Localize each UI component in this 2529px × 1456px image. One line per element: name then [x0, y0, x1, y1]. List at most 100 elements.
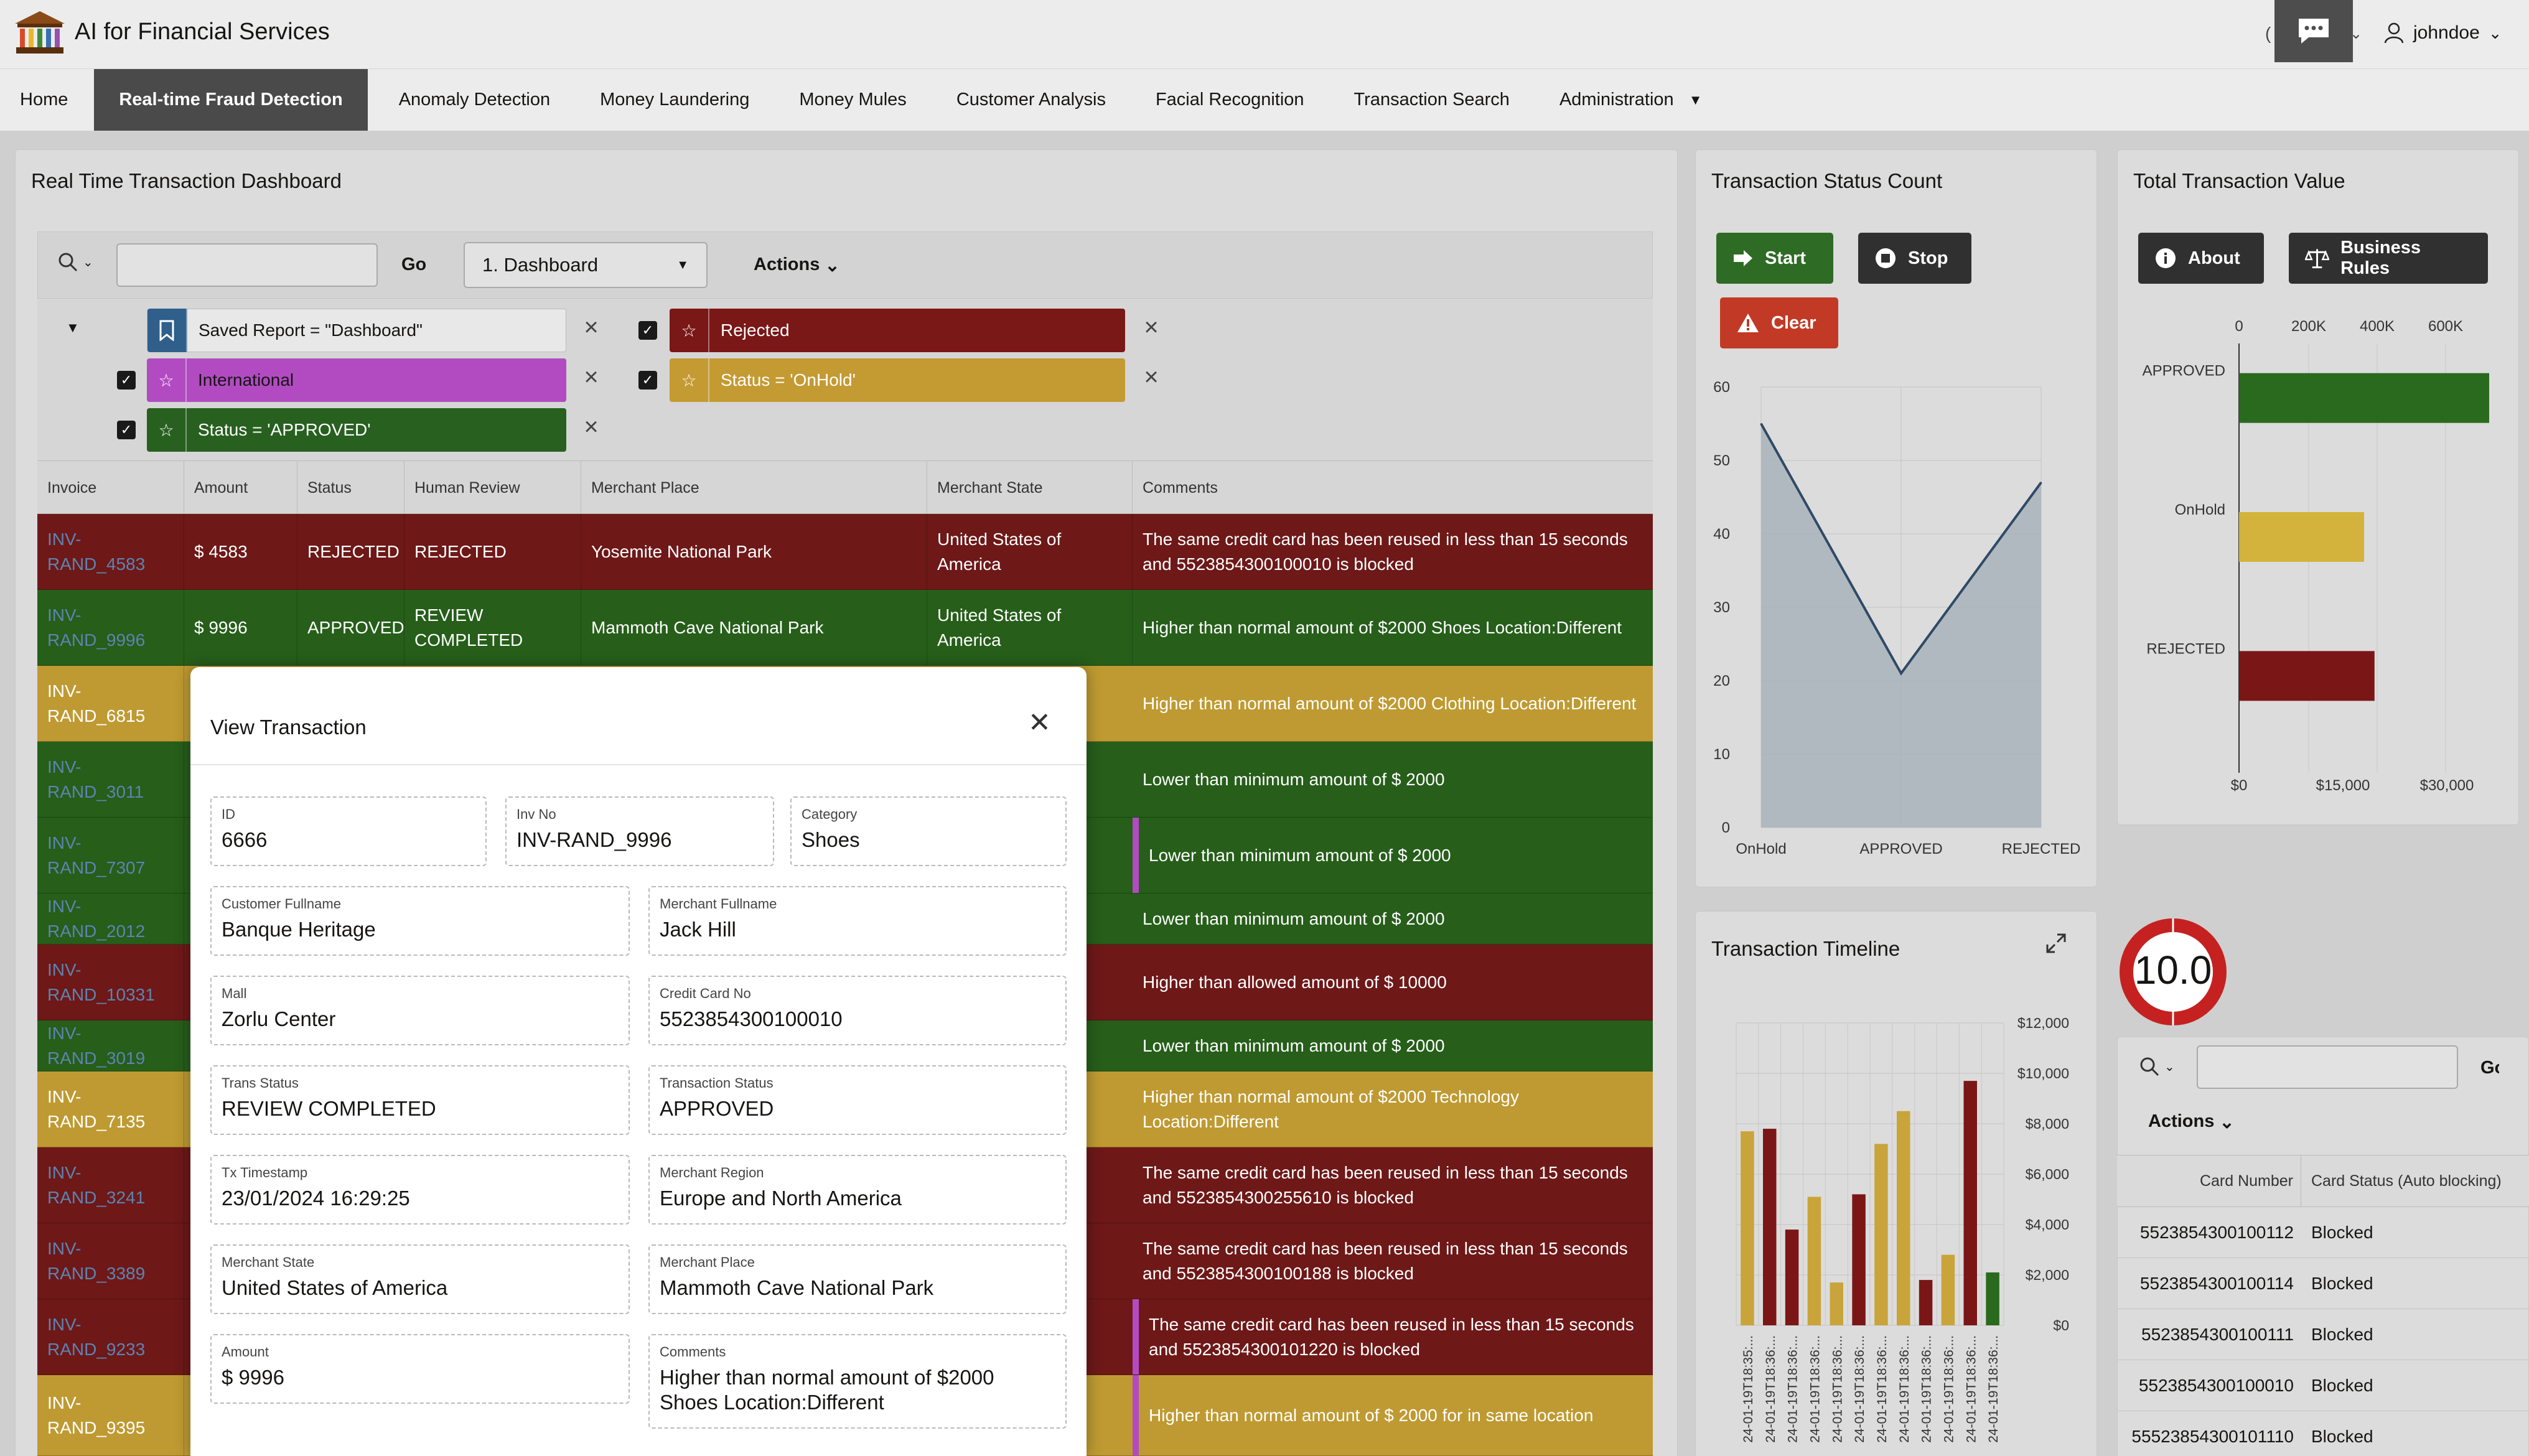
chat-button[interactable] — [2274, 0, 2353, 62]
cards-table-body: 5523854300100112 Blocked 552385430010011… — [2117, 1207, 2529, 1456]
table-row[interactable]: 55523854300101110 Blocked — [2117, 1411, 2529, 1456]
invoice-link[interactable]: INV-RAND_7135 — [37, 1071, 184, 1147]
id-field[interactable]: ID 6666 — [210, 796, 487, 866]
go-button[interactable]: Go — [2480, 1058, 2499, 1078]
table-row[interactable]: 5523854300100114 Blocked — [2117, 1258, 2529, 1309]
filter-checkbox[interactable]: ✓ — [638, 321, 657, 340]
x-tick-label-top: 400K — [2360, 318, 2395, 335]
transaction-status-field[interactable]: Transaction Status APPROVED — [648, 1065, 1067, 1135]
merchant-state-field[interactable]: Merchant State United States of America — [210, 1244, 630, 1314]
filter-saved-report[interactable]: Saved Report = "Dashboard" — [147, 309, 566, 352]
table-row[interactable]: 5523854300100010 Blocked — [2117, 1360, 2529, 1411]
invoice-link[interactable]: INV-RAND_3011 — [37, 742, 184, 817]
search-column-button[interactable]: ⌄ — [57, 251, 93, 273]
tx-timestamp-field[interactable]: Tx Timestamp 23/01/2024 16:29:25 — [210, 1155, 630, 1225]
clear-button[interactable]: Clear — [1720, 297, 1838, 348]
filter-onhold[interactable]: ☆ Status = 'OnHold' — [670, 358, 1125, 402]
inv-no-field[interactable]: Inv No INV-RAND_9996 — [505, 796, 774, 866]
chevron-down-icon[interactable]: ⌄ — [2350, 26, 2363, 42]
invoice-link[interactable]: INV-RAND_9996 — [37, 590, 184, 665]
merchant-fullname-field[interactable]: Merchant Fullname Jack Hill — [648, 886, 1067, 956]
column-header[interactable]: Card Status (Auto blocking) — [2311, 1172, 2502, 1190]
column-header[interactable]: Merchant Place — [581, 461, 927, 515]
trans-status-field[interactable]: Trans Status REVIEW COMPLETED — [210, 1065, 630, 1135]
y-tick-label: $4,000 — [2026, 1216, 2069, 1233]
filter-checkbox[interactable]: ✓ — [117, 371, 136, 390]
column-header[interactable]: Status — [297, 461, 404, 515]
column-header[interactable]: Human Review — [404, 461, 581, 515]
comments-field[interactable]: Comments Higher than normal amount of $20… — [648, 1334, 1067, 1429]
card-status: Blocked — [2311, 1427, 2373, 1446]
merchant-region-field[interactable]: Merchant Region Europe and North America — [648, 1155, 1067, 1225]
nav-transaction-search[interactable]: Transaction Search — [1353, 90, 1510, 110]
expand-icon[interactable] — [2045, 932, 2067, 958]
search-column-button[interactable]: ⌄ — [2138, 1055, 2175, 1078]
start-label: Start — [1765, 248, 1807, 268]
actions-menu-button[interactable]: Actions ⌄ — [754, 254, 840, 276]
table-row[interactable]: INV-RAND_9996 $ 9996 APPROVED REVIEW COM… — [37, 590, 1653, 666]
column-header[interactable]: Amount — [184, 461, 297, 515]
stop-button[interactable]: Stop — [1858, 233, 1971, 284]
field-label: Tx Timestamp — [222, 1165, 308, 1180]
invoice-link[interactable]: INV-RAND_3019 — [37, 1020, 184, 1071]
nav-home[interactable]: Home — [20, 90, 68, 110]
invoice-link[interactable]: INV-RAND_3389 — [37, 1223, 184, 1299]
y-tick-label: 10 — [1713, 746, 1730, 763]
amount-field[interactable]: Amount $ 9996 — [210, 1334, 630, 1404]
nav-facial-recognition[interactable]: Facial Recognition — [1155, 90, 1304, 110]
business-rules-label: Business Rules — [2340, 238, 2421, 278]
merchant-place-field[interactable]: Merchant Place Mammoth Cave National Park — [648, 1244, 1067, 1314]
invoice-link[interactable]: INV-RAND_10331 — [37, 945, 184, 1020]
invoice-link[interactable]: INV-RAND_9395 — [37, 1375, 184, 1455]
nav-anomaly-detection[interactable]: Anomaly Detection — [398, 90, 551, 110]
invoice-link[interactable]: INV-RAND_6815 — [37, 666, 184, 741]
column-header[interactable]: Invoice — [37, 461, 184, 515]
filter-checkbox[interactable]: ✓ — [638, 371, 657, 390]
user-menu[interactable]: johndoe ⌄ — [2383, 16, 2502, 50]
business-rules-button[interactable]: Business Rules — [2289, 233, 2488, 284]
filter-checkbox[interactable]: ✓ — [117, 421, 136, 439]
cards-search-input[interactable] — [2197, 1045, 2458, 1089]
field-label: Merchant Region — [660, 1165, 764, 1180]
mall-field[interactable]: Mall Zorlu Center — [210, 976, 630, 1045]
x-tick-label: 24-01-19T18:36:... — [1942, 1335, 1956, 1443]
nav-administration[interactable]: Administration ▼ — [1535, 69, 1727, 131]
column-header[interactable]: Comments — [1143, 478, 1218, 497]
invoice-link[interactable]: INV-RAND_2012 — [37, 894, 184, 944]
invoice-link[interactable]: INV-RAND_9233 — [37, 1299, 184, 1374]
remove-filter-icon[interactable]: × — [584, 314, 599, 341]
customer-fullname-field[interactable]: Customer Fullname Banque Heritage — [210, 886, 630, 956]
nav-customer-analysis[interactable]: Customer Analysis — [956, 90, 1106, 110]
remove-filter-icon[interactable]: × — [584, 363, 599, 391]
table-row[interactable]: 5523854300100112 Blocked — [2117, 1207, 2529, 1258]
table-row[interactable]: INV-RAND_4583 $ 4583 REJECTED REJECTED Y… — [37, 514, 1653, 590]
collapse-filters-icon[interactable]: ▼ — [66, 320, 80, 335]
remove-filter-icon[interactable]: × — [1144, 314, 1159, 341]
bank-logo-icon[interactable] — [14, 10, 66, 55]
report-search-input[interactable] — [116, 243, 378, 287]
warning-icon — [1737, 314, 1759, 332]
nav-money-laundering[interactable]: Money Laundering — [600, 90, 750, 110]
nav-money-mules[interactable]: Money Mules — [799, 90, 907, 110]
invoice-link[interactable]: INV-RAND_7307 — [37, 818, 184, 893]
invoice-link[interactable]: INV-RAND_3241 — [37, 1147, 184, 1223]
credit-card-field[interactable]: Credit Card No 5523854300100010 — [648, 976, 1067, 1045]
filter-international[interactable]: ☆ International — [147, 358, 566, 402]
filter-approved[interactable]: ☆ Status = 'APPROVED' — [147, 408, 566, 452]
actions-menu-button[interactable]: Actions ⌄ — [2148, 1111, 2235, 1133]
column-header[interactable]: Merchant State — [927, 461, 1133, 515]
remove-filter-icon[interactable]: × — [1144, 363, 1159, 391]
about-button[interactable]: About — [2138, 233, 2264, 284]
table-row[interactable]: 5523854300100111 Blocked — [2117, 1309, 2529, 1360]
start-button[interactable]: Start — [1716, 233, 1833, 284]
invoice-link[interactable]: INV-RAND_4583 — [37, 514, 184, 589]
close-icon[interactable]: ✕ — [1028, 707, 1051, 738]
category-field[interactable]: Category Shoes — [790, 796, 1067, 866]
nav-fraud-detection[interactable]: Real-time Fraud Detection — [94, 69, 368, 131]
column-header[interactable]: Card Number — [2117, 1155, 2301, 1206]
filter-rejected[interactable]: ☆ Rejected — [670, 309, 1125, 352]
remove-filter-icon[interactable]: × — [584, 413, 599, 441]
go-button[interactable]: Go — [401, 254, 427, 274]
report-select[interactable]: 1. Dashboard ▼ — [464, 242, 708, 288]
card-status: Blocked — [2311, 1223, 2373, 1242]
